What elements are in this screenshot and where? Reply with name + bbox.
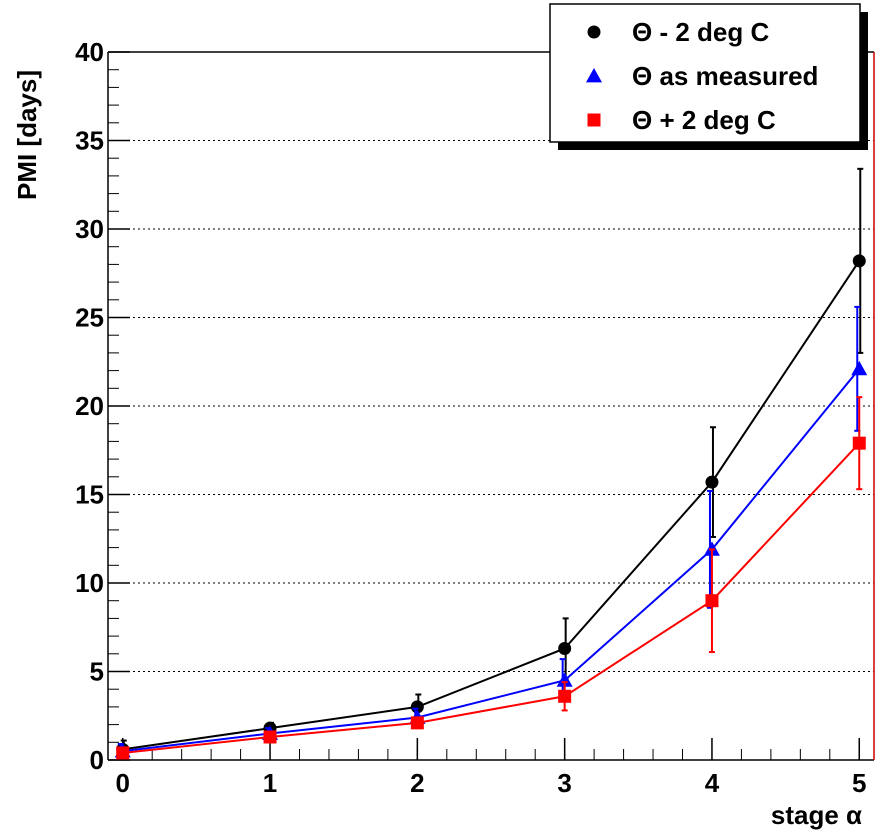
x-axis-title: stage α: [771, 800, 862, 830]
y-tick-label-15: 15: [75, 480, 104, 510]
series-2-point-1: [263, 730, 277, 744]
y-tick-label-0: 0: [90, 745, 104, 775]
data-series: [114, 167, 868, 760]
series-2-point-0: [116, 746, 130, 760]
series-0-point-3: [558, 641, 572, 655]
y-tick-label-10: 10: [75, 568, 104, 598]
y-tick-label-35: 35: [75, 126, 104, 156]
y-tick-label-5: 5: [90, 657, 104, 687]
y-tick-label-25: 25: [75, 303, 104, 333]
y-tick-label-30: 30: [75, 214, 104, 244]
series-2-point-3: [558, 689, 572, 703]
legend-marker-0: [587, 25, 601, 39]
legend: Θ - 2 deg C Θ as measured Θ + 2 deg C: [549, 3, 868, 150]
series-0: [116, 167, 866, 760]
series-2-point-4: [705, 594, 719, 608]
x-tick-label-4: 4: [705, 768, 720, 798]
series-0-point-5: [852, 254, 866, 268]
x-tick-label-2: 2: [410, 768, 424, 798]
series-1-line: [122, 368, 861, 753]
x-tick-label-5: 5: [852, 768, 866, 798]
series-2-point-2: [410, 716, 424, 730]
series-0-point-4: [705, 475, 719, 489]
series-1-point-5: [851, 360, 868, 376]
y-axis-title: PMI [days]: [12, 70, 42, 200]
y-tick-label-20: 20: [75, 391, 104, 421]
tick-labels: 0 5 10 15 20 25 30 35 40 0 1 2 3 4 5: [75, 37, 866, 798]
x-tick-label-1: 1: [263, 768, 277, 798]
legend-box: [549, 3, 861, 143]
series-2-line: [122, 442, 860, 754]
legend-label-1: Θ as measured: [632, 61, 818, 91]
legend-label-2: Θ + 2 deg C: [632, 105, 776, 135]
series-1-point-3: [556, 672, 573, 687]
series-0-line: [122, 260, 861, 751]
series-2: [116, 396, 866, 760]
legend-marker-1: [586, 68, 602, 83]
legend-marker-2: [587, 113, 601, 127]
series-1: [114, 305, 868, 760]
series-2-point-5: [852, 436, 866, 450]
y-tick-label-40: 40: [75, 37, 104, 67]
legend-label-0: Θ - 2 deg C: [632, 17, 769, 47]
x-tick-label-0: 0: [115, 768, 129, 798]
x-tick-label-3: 3: [557, 768, 571, 798]
series-0-point-2: [410, 700, 424, 714]
